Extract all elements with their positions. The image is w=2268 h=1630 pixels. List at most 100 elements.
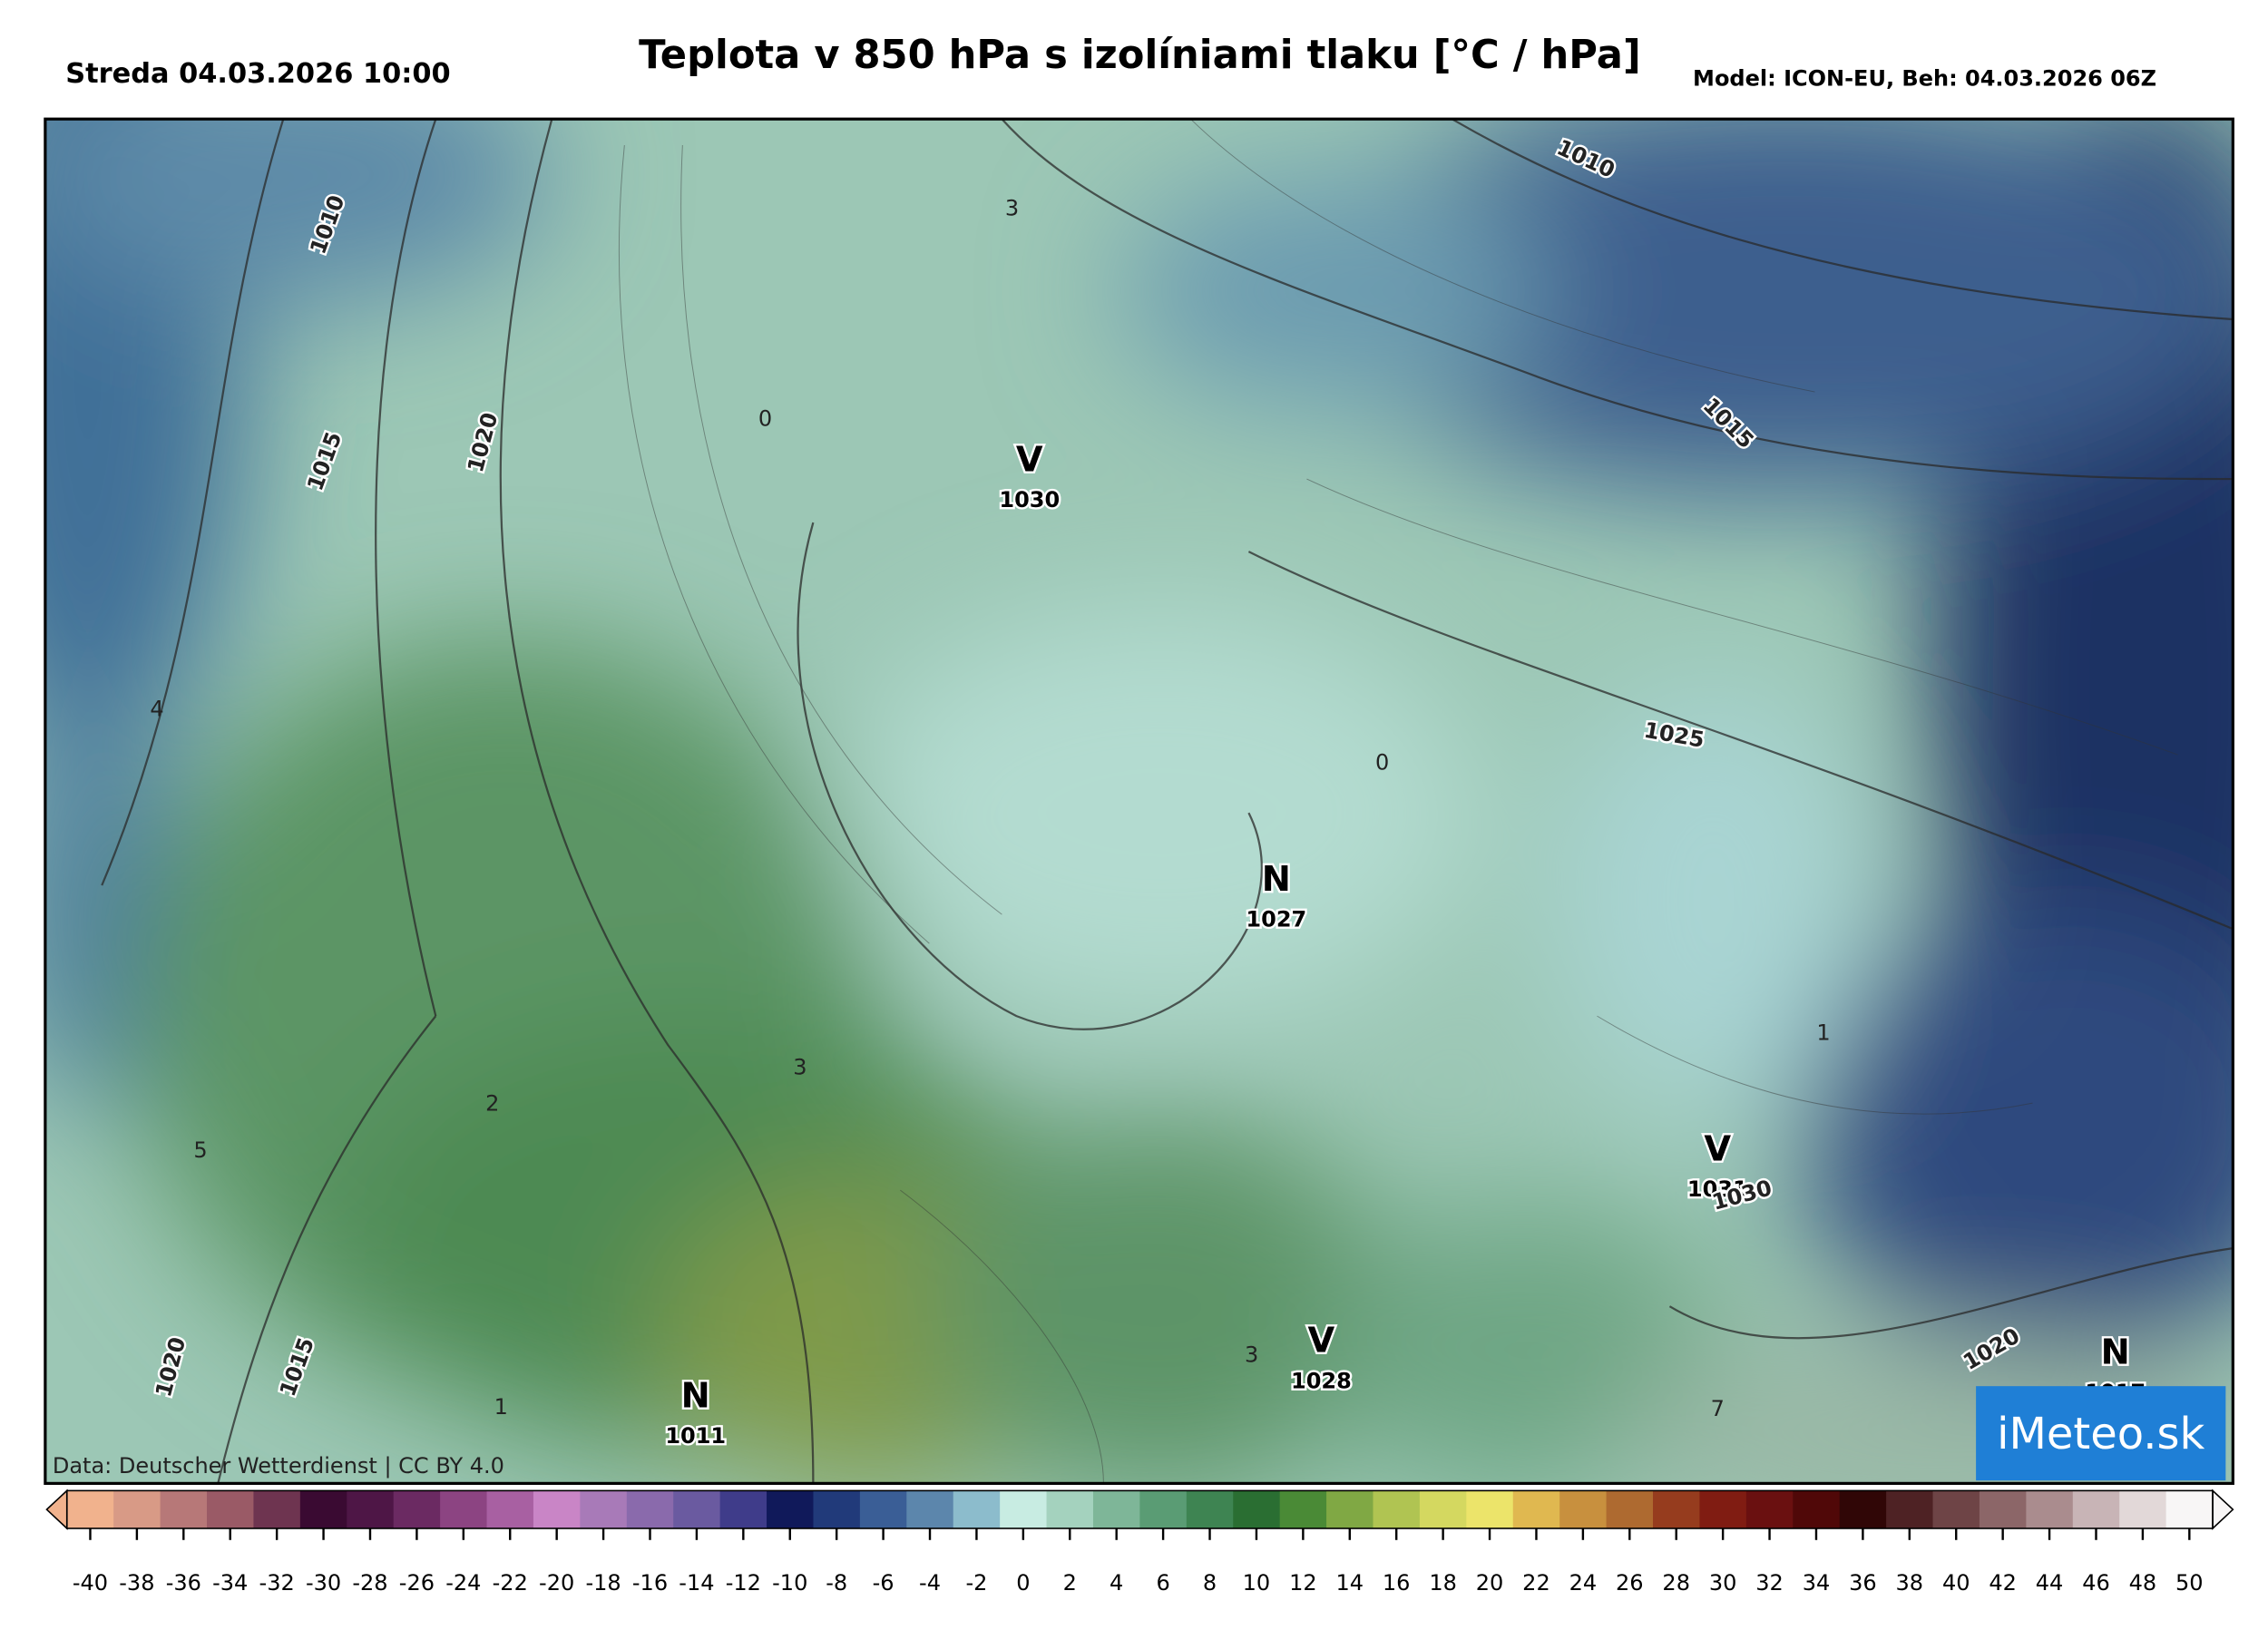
colorbar-tick-label: -18 (585, 1570, 621, 1596)
colorbar-tick-label: 0 (1016, 1570, 1030, 1596)
colorbar-tick-label: 14 (1336, 1570, 1364, 1596)
colorbar-tick-label: -32 (259, 1570, 295, 1596)
colorbar-swatch (1046, 1490, 1094, 1528)
colorbar-tick-label: -26 (399, 1570, 435, 1596)
colorbar-swatch (1279, 1490, 1327, 1528)
model-label: Model: ICON-EU, Beh: 04.03.2026 06Z (1693, 65, 2156, 91)
pressure-center-value: 1011 (665, 1423, 726, 1449)
pressure-center-value: 1027 (1246, 907, 1306, 932)
temperature-label: 0 (758, 405, 772, 431)
colorbar-swatch (1326, 1490, 1374, 1528)
temperature-field (44, 119, 2234, 1484)
temperature-label: 1 (1816, 1020, 1830, 1045)
pressure-center-type: N (681, 1375, 710, 1416)
pressure-center-type: V (1308, 1321, 1335, 1362)
logo-box (1976, 1386, 2226, 1481)
colorbar-swatch (1793, 1490, 1841, 1528)
colorbar-swatch (66, 1490, 114, 1528)
colorbar-swatch (393, 1490, 441, 1528)
temperature-label: 7 (1711, 1396, 1725, 1421)
colorbar-tick-label: 44 (2036, 1570, 2064, 1596)
colorbar-tick-label: -30 (306, 1570, 341, 1596)
colorbar-tick-label: -20 (539, 1570, 574, 1596)
colorbar-swatch (2026, 1490, 2074, 1528)
colorbar-tick-label: -8 (826, 1570, 847, 1596)
colorbar-swatch (160, 1490, 208, 1528)
colorbar-tick-label: -34 (212, 1570, 248, 1596)
colorbar-swatch (1839, 1490, 1887, 1528)
pressure-center-type: V (1704, 1128, 1731, 1169)
map-area (44, 119, 2234, 1484)
colorbar-swatch (1466, 1490, 1514, 1528)
colorbar-swatch (207, 1490, 255, 1528)
colorbar-swatch (1745, 1490, 1794, 1528)
colorbar-tick-label: 18 (1429, 1570, 1457, 1596)
colorbar-tick-label: 34 (1803, 1570, 1831, 1596)
colorbar-swatch (1886, 1490, 1934, 1528)
temperature-label: 1 (494, 1394, 508, 1420)
colorbar-tick-label: 30 (1709, 1570, 1737, 1596)
colorbar-tick-label: -24 (445, 1570, 481, 1596)
colorbar-tick-label: 38 (1896, 1570, 1924, 1596)
temperature-label: 4 (150, 696, 163, 721)
colorbar-swatch (580, 1490, 628, 1528)
colorbar-tick-label: 26 (1616, 1570, 1644, 1596)
colorbar-swatch (906, 1490, 954, 1528)
colorbar-swatch (859, 1490, 908, 1528)
pressure-center-value: 1030 (999, 487, 1060, 512)
colorbar-swatch (1419, 1490, 1468, 1528)
colorbar-swatch (1186, 1490, 1235, 1528)
colorbar-swatch (1000, 1490, 1048, 1528)
date-label: Streda 04.03.2026 10:00 (65, 58, 450, 90)
temperature-label: 3 (1245, 1342, 1258, 1368)
temperature-label: 2 (485, 1091, 499, 1117)
colorbar: -40 -38 -36 -34 -32 -30 -28 -26 -24 -22 -20 -18 -16-… (45, 1488, 2234, 1596)
colorbar-tick-label: 32 (1755, 1570, 1784, 1596)
pressure-center-type: N (2101, 1332, 2130, 1372)
colorbar-tick-label: -6 (873, 1570, 894, 1596)
colorbar-high-end (2212, 1488, 2234, 1530)
colorbar-swatch (299, 1490, 348, 1528)
colorbar-swatch (813, 1490, 861, 1528)
colorbar-swatch (440, 1490, 488, 1528)
colorbar-swatch (2119, 1490, 2167, 1528)
colorbar-swatch (719, 1490, 767, 1528)
colorbar-tick-label: 42 (1989, 1570, 2017, 1596)
colorbar-swatch (1233, 1490, 1281, 1528)
colorbar-swatch (1979, 1490, 2028, 1528)
title: Teplota v 850 hPa s izolíniami tlaku [°C… (639, 33, 1641, 78)
colorbar-swatch (1139, 1490, 1188, 1528)
colorbar-swatch (113, 1490, 161, 1528)
colorbar-tick-label: -10 (772, 1570, 807, 1596)
colorbar-tick-label: 4 (1110, 1570, 1123, 1596)
colorbar-tick-label: 36 (1849, 1570, 1877, 1596)
colorbar-tick-label: -36 (166, 1570, 201, 1596)
colorbar-tick-label: 46 (2082, 1570, 2110, 1596)
temperature-label: 3 (1005, 195, 1019, 220)
colorbar-tick-label: -22 (493, 1570, 528, 1596)
pressure-center-type: N (1262, 859, 1291, 900)
colorbar-swatch (1653, 1490, 1701, 1528)
logo: iMeteo.sk (1997, 1409, 2204, 1459)
colorbar-swatch (1606, 1490, 1654, 1528)
temperature-label: 5 (193, 1137, 207, 1163)
pressure-center-value: 1031 (1687, 1176, 1748, 1202)
colorbar-tick-label: 8 (1203, 1570, 1217, 1596)
map-frame (44, 117, 2234, 1485)
isobars (101, 119, 2234, 1484)
colorbar-low-end (45, 1488, 68, 1530)
colorbar-swatch (1512, 1490, 1560, 1528)
colorbar-tick-label: 48 (2129, 1570, 2157, 1596)
colorbar-swatch (486, 1490, 534, 1528)
colorbar-tick-label: 16 (1383, 1570, 1411, 1596)
colorbar-tick-label: 50 (2175, 1570, 2204, 1596)
colorbar-swatch (253, 1490, 301, 1528)
colorbar-swatch (2072, 1490, 2121, 1528)
temperature-label: 3 (793, 1055, 807, 1080)
temperature-label: 0 (1375, 750, 1389, 776)
pressure-center-value: 1028 (1291, 1368, 1352, 1393)
colorbar-tick-label: -2 (965, 1570, 987, 1596)
